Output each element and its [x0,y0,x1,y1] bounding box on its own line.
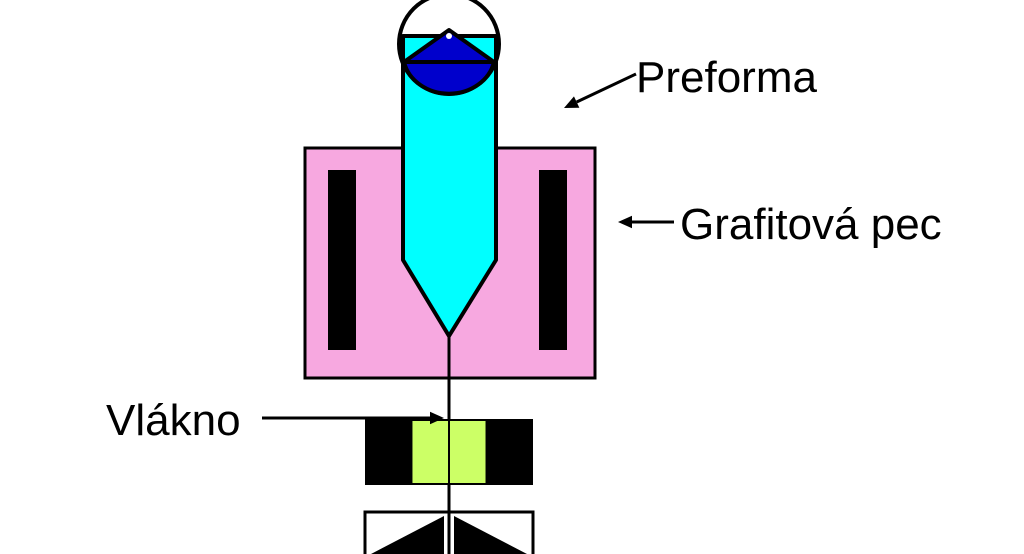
furnace-arrow-head [618,216,632,229]
gauge-right [486,420,532,484]
furnace-bar-1 [539,170,567,350]
capstan-left [371,516,444,554]
furnace-bar-0 [328,170,356,350]
label-preform: Preforma [636,56,817,100]
gauge-mid-left [412,420,448,484]
capstan-right [454,516,527,554]
preform-core-dot [446,33,452,39]
preform-arrow-line [577,74,636,102]
label-fiber: Vlákno [106,399,241,443]
gauge-mid-right [450,420,486,484]
gauge-left [366,420,412,484]
label-furnace: Grafitová pec [680,203,942,247]
